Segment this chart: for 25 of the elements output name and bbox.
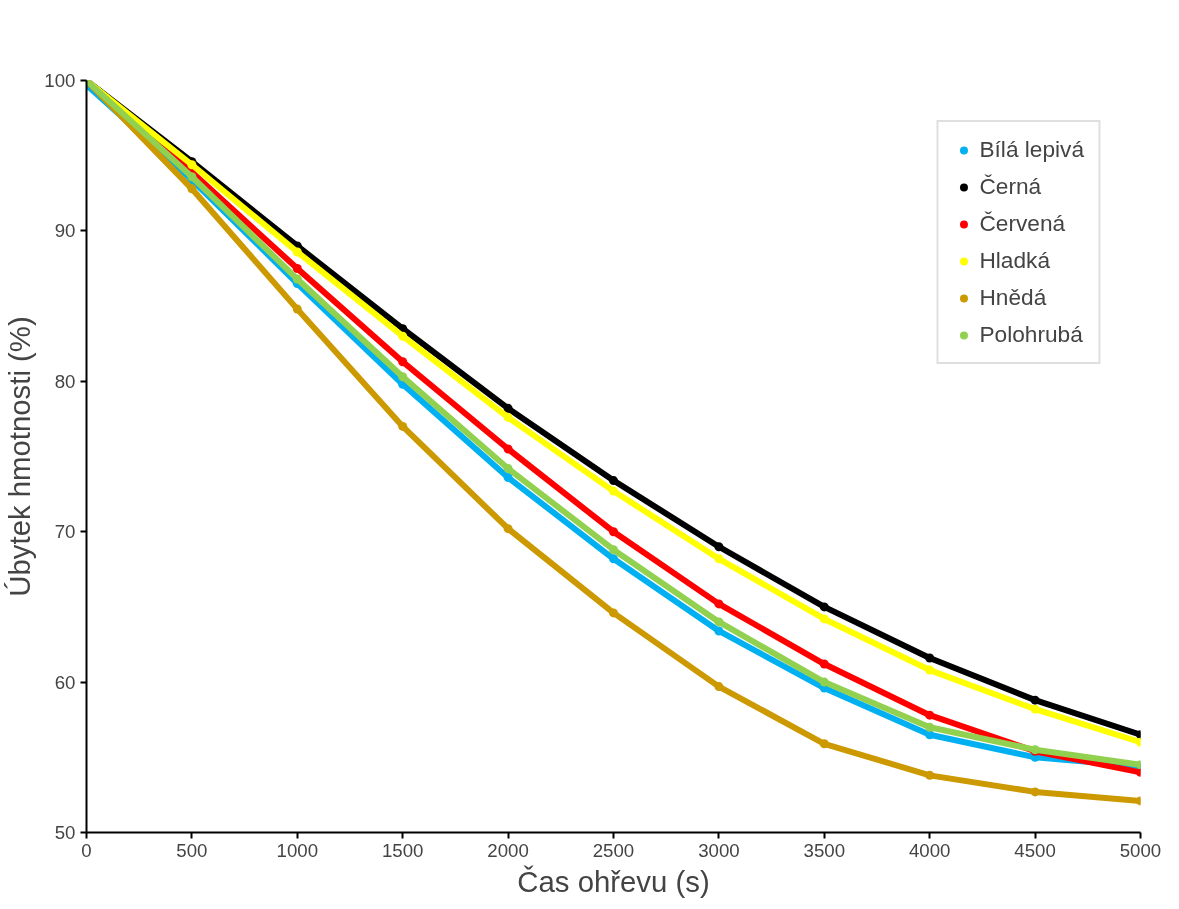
legend-label: Červená — [979, 210, 1066, 237]
x-tick-label: 1500 — [381, 839, 424, 861]
y-tick-label: 80 — [54, 370, 76, 392]
legend-label: Bílá lepivá — [979, 136, 1084, 163]
legend-label: Hnědá — [979, 284, 1047, 311]
legend-label: Hladká — [979, 247, 1050, 274]
legend-label: Černá — [979, 173, 1042, 200]
y-tick-label: 100 — [44, 70, 76, 91]
x-tick-label: 3500 — [803, 839, 846, 861]
x-tick-label: 3000 — [698, 839, 740, 861]
y-tick-label: 60 — [54, 671, 76, 693]
x-tick-label: 2000 — [487, 839, 529, 861]
x-tick-label: 500 — [176, 839, 208, 861]
x-tick-label: 2500 — [592, 839, 635, 861]
legend-label: Polohrubá — [979, 321, 1083, 348]
y-axis-title: Úbytek hmotnosti (%) — [3, 316, 37, 597]
x-tick-label: 5000 — [1119, 839, 1162, 861]
x-tick-label: 1000 — [276, 839, 319, 861]
x-tick-label: 4500 — [1014, 839, 1056, 861]
x-axis-title: Čas ohřevu (s) — [517, 864, 710, 898]
x-tick-label: 0 — [81, 839, 92, 861]
y-tick-label: 50 — [54, 822, 76, 843]
x-tick-label: 4000 — [908, 839, 951, 861]
y-tick-label: 70 — [54, 521, 76, 543]
y-tick-label: 90 — [54, 220, 76, 242]
